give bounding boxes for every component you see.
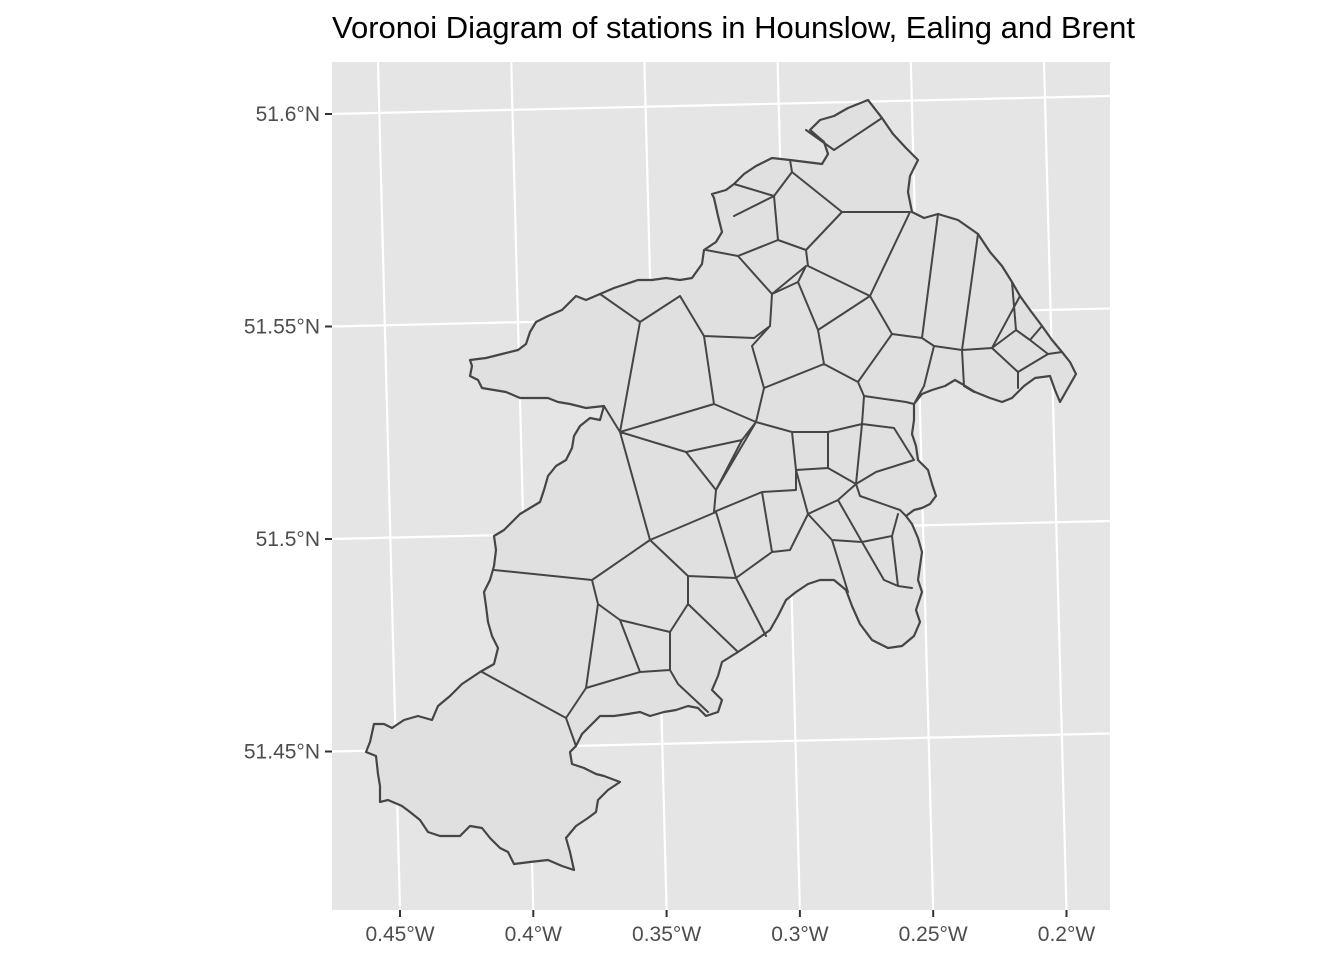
chart-title: Voronoi Diagram of stations in Hounslow,…	[332, 10, 1136, 45]
x-tick-label: 0.2°W	[1038, 923, 1096, 946]
y-tick-label: 51.55°N	[244, 316, 320, 339]
y-tick-label: 51.45°N	[244, 741, 320, 764]
x-tick-label: 0.25°W	[899, 923, 968, 946]
y-tick-label: 51.5°N	[256, 528, 320, 551]
x-tick-label: 0.3°W	[771, 923, 829, 946]
parallel-gridline	[331, 94, 1111, 116]
x-tick-label: 0.45°W	[365, 923, 434, 946]
axes: 0.45°W 0.4°W 0.35°W 0.3°W 0.25°W 0.2°W 51.6°N 5…	[244, 103, 1096, 946]
x-tick-label: 0.4°W	[505, 923, 563, 946]
voronoi-map	[364, 98, 1078, 872]
y-tick-label: 51.6°N	[256, 103, 320, 126]
boroughs-outline	[364, 98, 1078, 872]
meridian-gridline	[1042, 61, 1068, 911]
x-tick-label: 0.35°W	[632, 923, 701, 946]
voronoi-cell-edges	[481, 99, 1063, 747]
